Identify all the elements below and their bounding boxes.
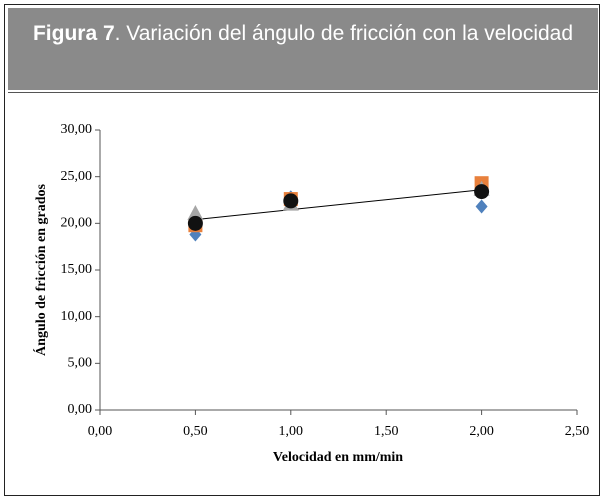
x-tick-label: 2,50 — [565, 424, 590, 439]
point — [474, 184, 490, 200]
y-tick-label: 5,00 — [68, 356, 93, 371]
header-rule — [8, 92, 598, 93]
header: Figura 7. Variación del ángulo de fricci… — [8, 8, 598, 90]
x-tick-label: 1,50 — [374, 424, 399, 439]
y-tick-label: 10,00 — [61, 309, 93, 324]
point — [187, 215, 203, 231]
x-tick-label: 2,00 — [469, 424, 494, 439]
y-tick-label: 30,00 — [61, 122, 93, 137]
x-tick-label: 1,00 — [279, 424, 304, 439]
y-axis-label: Ángulo de fricción en grados — [32, 184, 49, 356]
y-tick-label: 20,00 — [61, 216, 93, 231]
trendline — [195, 189, 482, 221]
x-tick-label: 0,00 — [88, 424, 113, 439]
y-tick-label: 0,00 — [68, 402, 93, 417]
point — [283, 193, 299, 209]
y-tick-label: 15,00 — [61, 262, 93, 277]
point — [187, 205, 204, 220]
chart-title: . Variación del ángulo de fricción con l… — [114, 22, 574, 45]
x-axis-label: Velocidad en mm/min — [273, 450, 403, 465]
y-tick-label: 25,00 — [61, 169, 93, 184]
point — [475, 199, 488, 214]
frame — [4, 4, 600, 496]
figure-label: Figura 7 — [32, 22, 115, 45]
x-tick-label: 0,50 — [183, 424, 208, 439]
